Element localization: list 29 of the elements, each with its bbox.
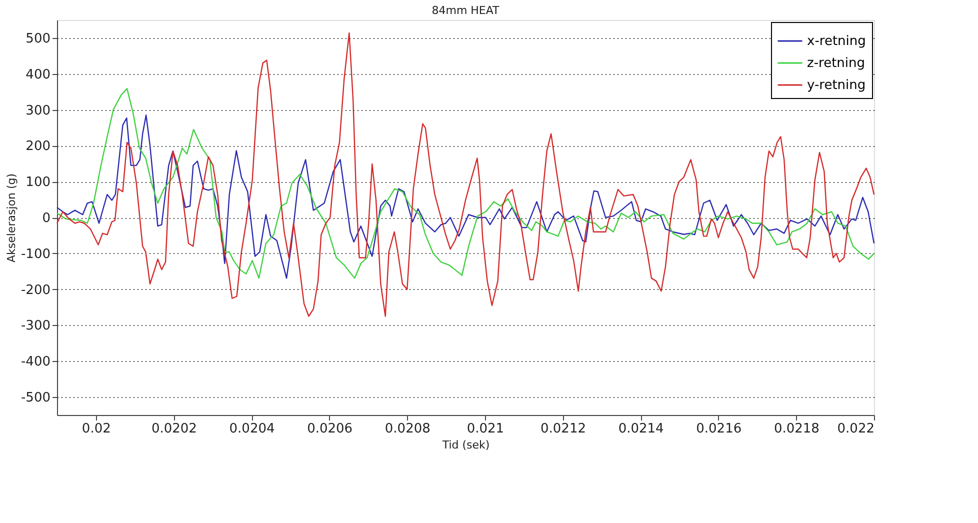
x-tick-label: 0.0216 — [696, 422, 742, 436]
y-tick-label: -500 — [20, 390, 50, 406]
line-series — [56, 32, 875, 317]
x-tick-label: 0.0206 — [307, 422, 353, 436]
y-axis-title: Akselerasjon (g) — [4, 173, 18, 263]
x-tick-label: 0.0202 — [151, 422, 197, 436]
y-tick-label: 200 — [26, 139, 50, 154]
y-tick-label: 100 — [26, 175, 50, 190]
y-tick-label: -400 — [20, 354, 50, 370]
x-tick-label: 0.0208 — [384, 422, 430, 436]
x-tick-label: 0.0204 — [229, 422, 275, 436]
legend-label: x-retning — [807, 34, 866, 49]
y-tick-label: -100 — [20, 246, 50, 262]
x-tick-label: 0.0218 — [774, 422, 820, 436]
y-tick-label: 400 — [26, 67, 50, 82]
y-tick-label: 300 — [26, 103, 50, 118]
legend-label: y-retning — [807, 78, 866, 93]
x-tick-label: 0.0214 — [618, 422, 664, 436]
y-tick-label: -200 — [20, 282, 50, 298]
chart-title: 84mm HEAT — [432, 4, 500, 17]
y-tick-label: 0 — [42, 211, 50, 226]
y-tick-label: -300 — [20, 318, 50, 334]
x-tick-label: 0.021 — [466, 422, 504, 436]
legend-label: z-retning — [807, 56, 866, 71]
x-tick-label: 0.022 — [837, 422, 874, 436]
x-axis-title: Tid (sek) — [441, 438, 490, 452]
x-tick-label: 0.0212 — [540, 422, 586, 436]
x-tick-label: 0.02 — [82, 422, 111, 436]
y-tick-label: 500 — [26, 31, 50, 46]
